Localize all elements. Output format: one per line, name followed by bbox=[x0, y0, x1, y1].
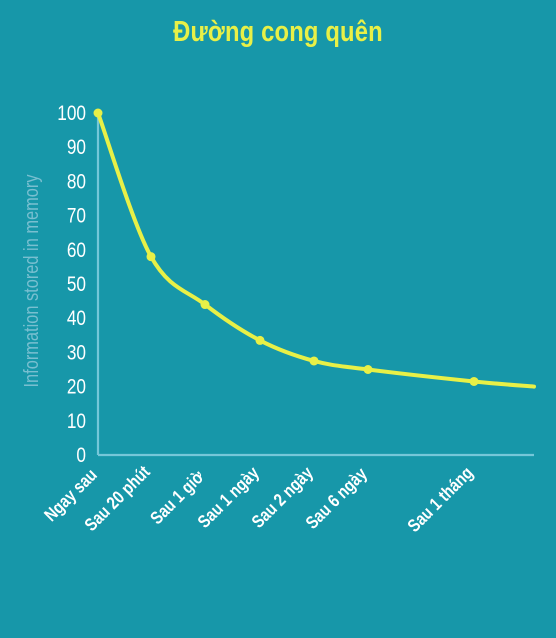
data-point bbox=[255, 335, 265, 345]
data-point bbox=[200, 300, 210, 310]
series-line bbox=[96, 111, 536, 389]
y-tick-label: 30 bbox=[67, 342, 86, 365]
x-axis-ticks: Ngay sau Sau 20 phút Sau 1 giờ Sau 1 ngà… bbox=[41, 462, 477, 536]
y-axis-ticks: 0 10 20 30 40 50 60 70 80 90 100 bbox=[57, 103, 86, 468]
data-point bbox=[146, 252, 156, 262]
data-point bbox=[93, 108, 103, 118]
y-tick-label: 60 bbox=[67, 239, 86, 262]
series-points bbox=[93, 108, 479, 386]
y-tick-label: 50 bbox=[67, 274, 86, 297]
y-tick-label: 70 bbox=[67, 205, 86, 228]
y-tick-label: 90 bbox=[67, 137, 86, 160]
y-tick-label: 10 bbox=[67, 410, 86, 433]
data-point bbox=[363, 365, 373, 374]
y-tick-label: 40 bbox=[67, 308, 86, 331]
chart-title: Đường cong quên bbox=[173, 16, 383, 48]
x-tick-label: Sau 1 tháng bbox=[404, 463, 477, 536]
y-tick-label: 100 bbox=[57, 103, 86, 126]
y-tick-label: 20 bbox=[67, 376, 86, 399]
data-point bbox=[469, 376, 479, 386]
data-point bbox=[309, 356, 319, 366]
y-axis-title: Information stored in memory bbox=[19, 174, 42, 388]
y-tick-label: 0 bbox=[76, 445, 86, 468]
y-tick-label: 80 bbox=[67, 171, 86, 194]
